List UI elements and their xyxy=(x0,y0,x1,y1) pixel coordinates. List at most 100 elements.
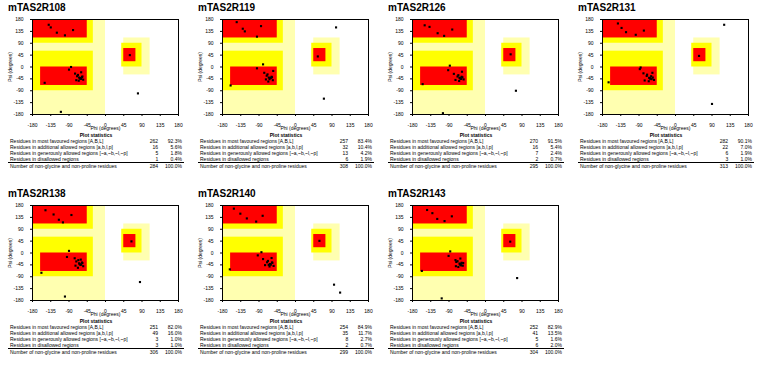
svg-text:-135: -135 xyxy=(46,122,56,128)
svg-text:180: 180 xyxy=(395,202,404,208)
svg-text:-135: -135 xyxy=(393,99,403,105)
svg-text:-90: -90 xyxy=(396,87,403,93)
svg-text:180: 180 xyxy=(364,308,373,314)
svg-text:-180: -180 xyxy=(203,111,213,117)
svg-text:45: 45 xyxy=(691,122,697,128)
svg-text:135: 135 xyxy=(346,308,355,314)
svg-text:-180: -180 xyxy=(393,111,403,117)
svg-text:-180: -180 xyxy=(217,308,227,314)
svg-text:-90: -90 xyxy=(16,273,23,279)
svg-text:90: 90 xyxy=(329,122,335,128)
svg-text:-180: -180 xyxy=(203,297,213,303)
svg-text:-135: -135 xyxy=(426,308,436,314)
svg-text:Psi (degrees): Psi (degrees) xyxy=(387,238,393,268)
svg-text:45: 45 xyxy=(501,122,507,128)
svg-text:-45: -45 xyxy=(396,75,403,81)
svg-text:90: 90 xyxy=(519,308,525,314)
svg-text:-90: -90 xyxy=(445,308,452,314)
svg-text:180: 180 xyxy=(15,16,24,22)
svg-text:90: 90 xyxy=(329,308,335,314)
svg-text:Phi (degrees): Phi (degrees) xyxy=(90,125,120,131)
svg-text:180: 180 xyxy=(205,202,214,208)
svg-text:Psi (degrees): Psi (degrees) xyxy=(7,52,13,82)
svg-text:0: 0 xyxy=(211,64,214,70)
svg-text:90: 90 xyxy=(398,226,404,232)
svg-text:-135: -135 xyxy=(46,308,56,314)
svg-text:-90: -90 xyxy=(396,273,403,279)
svg-text:-90: -90 xyxy=(635,122,642,128)
svg-text:-180: -180 xyxy=(393,297,403,303)
svg-text:135: 135 xyxy=(15,214,24,220)
svg-text:-45: -45 xyxy=(206,261,213,267)
svg-text:-135: -135 xyxy=(426,122,436,128)
svg-text:-90: -90 xyxy=(445,122,452,128)
svg-text:-180: -180 xyxy=(13,111,23,117)
svg-text:180: 180 xyxy=(15,202,24,208)
svg-text:-90: -90 xyxy=(65,308,72,314)
svg-text:-180: -180 xyxy=(407,122,417,128)
svg-text:-45: -45 xyxy=(396,261,403,267)
svg-text:45: 45 xyxy=(311,308,317,314)
svg-text:-45: -45 xyxy=(206,75,213,81)
svg-text:-90: -90 xyxy=(255,308,262,314)
svg-text:45: 45 xyxy=(208,238,214,244)
svg-text:180: 180 xyxy=(364,122,373,128)
svg-text:90: 90 xyxy=(709,122,715,128)
svg-text:45: 45 xyxy=(121,308,127,314)
svg-text:135: 135 xyxy=(346,122,355,128)
svg-text:45: 45 xyxy=(501,308,507,314)
svg-text:135: 135 xyxy=(395,28,404,34)
svg-text:Phi (degrees): Phi (degrees) xyxy=(470,311,500,317)
svg-text:135: 135 xyxy=(726,122,735,128)
svg-text:-135: -135 xyxy=(13,99,23,105)
svg-text:45: 45 xyxy=(18,238,24,244)
svg-text:0: 0 xyxy=(21,64,24,70)
svg-text:90: 90 xyxy=(398,40,404,46)
svg-text:45: 45 xyxy=(398,52,404,58)
svg-text:135: 135 xyxy=(395,214,404,220)
svg-text:135: 135 xyxy=(205,214,214,220)
svg-text:135: 135 xyxy=(536,122,545,128)
svg-text:-135: -135 xyxy=(393,285,403,291)
svg-text:Phi (degrees): Phi (degrees) xyxy=(280,311,310,317)
svg-text:Psi (degrees): Psi (degrees) xyxy=(7,238,13,268)
svg-text:-90: -90 xyxy=(65,122,72,128)
svg-text:-45: -45 xyxy=(16,261,23,267)
svg-text:90: 90 xyxy=(139,122,145,128)
svg-text:Phi (degrees): Phi (degrees) xyxy=(280,125,310,131)
svg-text:135: 135 xyxy=(15,28,24,34)
svg-text:180: 180 xyxy=(554,308,563,314)
svg-text:-180: -180 xyxy=(13,297,23,303)
svg-text:180: 180 xyxy=(395,16,404,22)
svg-text:-90: -90 xyxy=(16,87,23,93)
svg-text:-135: -135 xyxy=(13,285,23,291)
svg-text:45: 45 xyxy=(18,52,24,58)
svg-text:-90: -90 xyxy=(255,122,262,128)
svg-text:180: 180 xyxy=(174,308,183,314)
svg-text:45: 45 xyxy=(121,122,127,128)
svg-text:135: 135 xyxy=(585,28,594,34)
svg-text:-90: -90 xyxy=(206,273,213,279)
svg-text:-90: -90 xyxy=(586,87,593,93)
svg-text:-45: -45 xyxy=(586,75,593,81)
svg-text:Phi (degrees): Phi (degrees) xyxy=(470,125,500,131)
svg-text:180: 180 xyxy=(744,122,753,128)
svg-text:Psi (degrees): Psi (degrees) xyxy=(197,52,203,82)
svg-text:45: 45 xyxy=(398,238,404,244)
svg-text:180: 180 xyxy=(205,16,214,22)
svg-text:-180: -180 xyxy=(597,122,607,128)
svg-text:135: 135 xyxy=(156,308,165,314)
svg-text:-180: -180 xyxy=(583,111,593,117)
svg-text:90: 90 xyxy=(208,226,214,232)
svg-text:Phi (degrees): Phi (degrees) xyxy=(90,311,120,317)
svg-text:Psi (degrees): Psi (degrees) xyxy=(577,52,583,82)
svg-text:-180: -180 xyxy=(217,122,227,128)
svg-text:90: 90 xyxy=(18,40,24,46)
svg-text:90: 90 xyxy=(18,226,24,232)
svg-text:-135: -135 xyxy=(236,122,246,128)
svg-text:45: 45 xyxy=(311,122,317,128)
svg-text:45: 45 xyxy=(588,52,594,58)
svg-text:0: 0 xyxy=(21,250,24,256)
svg-text:90: 90 xyxy=(519,122,525,128)
svg-text:Phi (degrees): Phi (degrees) xyxy=(660,125,690,131)
